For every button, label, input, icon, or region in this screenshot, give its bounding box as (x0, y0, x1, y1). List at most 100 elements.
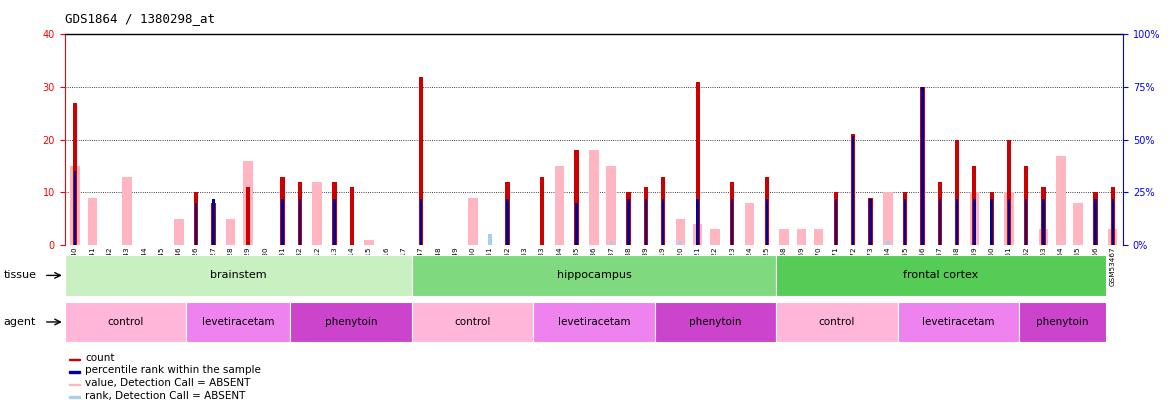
Text: tissue: tissue (4, 271, 36, 280)
Bar (643, 187, 648, 245)
Bar (835, 199, 837, 245)
Bar (897, 302, 1018, 342)
Bar (644, 199, 647, 245)
Bar (607, 166, 616, 245)
Bar (1094, 199, 1096, 245)
Bar (290, 302, 412, 342)
Text: GDS1864 / 1380298_at: GDS1864 / 1380298_at (65, 12, 215, 25)
Text: brainstem: brainstem (209, 271, 267, 280)
Bar (69, 358, 80, 360)
Bar (710, 229, 720, 245)
Bar (1056, 156, 1065, 245)
Bar (574, 150, 579, 245)
Bar (655, 302, 776, 342)
Bar (989, 192, 994, 245)
Bar (974, 199, 976, 245)
Bar (194, 192, 199, 245)
Text: control: control (454, 317, 490, 327)
Bar (1024, 234, 1028, 245)
Text: control: control (107, 317, 143, 327)
Bar (1074, 203, 1083, 245)
Bar (73, 103, 78, 245)
Bar (834, 192, 838, 245)
Bar (764, 177, 769, 245)
Bar (868, 198, 873, 245)
Bar (776, 302, 897, 342)
Bar (412, 255, 776, 296)
Bar (695, 82, 700, 245)
Bar (313, 182, 322, 245)
Bar (589, 150, 599, 245)
Bar (814, 229, 823, 245)
Text: count: count (85, 353, 115, 363)
Bar (333, 199, 335, 245)
Bar (693, 224, 702, 245)
Bar (730, 234, 734, 245)
Bar (69, 384, 80, 385)
Bar (609, 241, 613, 245)
Bar (174, 219, 183, 245)
Text: frontal cortex: frontal cortex (903, 271, 978, 280)
Bar (766, 199, 768, 245)
Bar (1108, 229, 1117, 245)
Bar (1018, 302, 1105, 342)
Bar (990, 199, 993, 245)
Bar (921, 87, 923, 245)
Bar (662, 199, 664, 245)
Bar (488, 234, 492, 245)
Bar (675, 219, 686, 245)
Bar (533, 302, 655, 342)
Text: levetiracetam: levetiracetam (922, 317, 995, 327)
Bar (731, 199, 734, 245)
Bar (243, 161, 253, 245)
Bar (956, 199, 958, 245)
Bar (299, 199, 301, 245)
Bar (730, 182, 734, 245)
Bar (973, 166, 976, 245)
Text: phenytoin: phenytoin (325, 317, 377, 327)
Bar (1004, 192, 1014, 245)
Text: levetiracetam: levetiracetam (202, 317, 274, 327)
Bar (555, 166, 564, 245)
Text: hippocampus: hippocampus (556, 271, 632, 280)
Bar (696, 234, 700, 245)
Bar (921, 87, 924, 245)
Bar (776, 255, 1105, 296)
Bar (696, 199, 699, 245)
Bar (69, 371, 80, 373)
Text: rank, Detection Call = ABSENT: rank, Detection Call = ABSENT (85, 390, 246, 401)
Bar (1111, 241, 1115, 245)
Bar (122, 177, 132, 245)
Bar (679, 241, 682, 245)
Text: percentile rank within the sample: percentile rank within the sample (85, 365, 261, 375)
Bar (969, 192, 980, 245)
Bar (1094, 192, 1097, 245)
Bar (1038, 229, 1048, 245)
Bar (468, 198, 477, 245)
Bar (71, 166, 80, 245)
Bar (853, 136, 855, 245)
Text: levetiracetam: levetiracetam (557, 317, 630, 327)
Bar (990, 241, 994, 245)
Bar (937, 182, 942, 245)
Bar (280, 177, 285, 245)
Bar (281, 199, 283, 245)
Bar (212, 203, 215, 245)
Bar (65, 255, 412, 296)
Bar (780, 229, 789, 245)
Bar (333, 182, 336, 245)
Bar (212, 199, 214, 245)
Bar (195, 203, 198, 245)
Text: value, Detection Call = ABSENT: value, Detection Call = ABSENT (85, 378, 250, 388)
Bar (955, 140, 960, 245)
Bar (74, 171, 76, 245)
Bar (661, 177, 666, 245)
Bar (1007, 140, 1011, 245)
Bar (883, 192, 893, 245)
Bar (1025, 199, 1028, 245)
Bar (365, 240, 374, 245)
Bar (540, 177, 544, 245)
Bar (851, 134, 855, 245)
Text: phenytoin: phenytoin (689, 317, 742, 327)
Bar (938, 199, 941, 245)
